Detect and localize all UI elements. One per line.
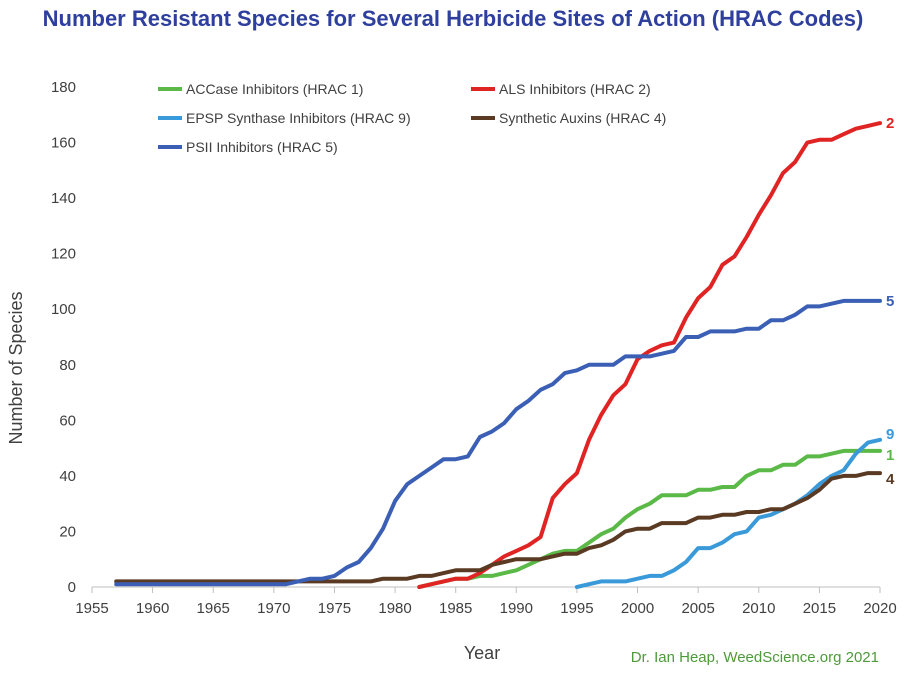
y-tick-label: 100 bbox=[51, 301, 76, 318]
x-tick-label: 2000 bbox=[621, 600, 654, 617]
x-tick-label: 1985 bbox=[439, 600, 472, 617]
y-tick-label: 60 bbox=[59, 412, 76, 429]
y-tick-label: 140 bbox=[51, 190, 76, 207]
x-tick-label: 1960 bbox=[136, 600, 169, 617]
series-end-label: 1 bbox=[886, 447, 894, 464]
legend: ACCase Inhibitors (HRAC 1) ALS Inhibitors… bbox=[158, 81, 666, 155]
x-axis-title: Year bbox=[464, 643, 500, 663]
x-tick-label: 1990 bbox=[500, 600, 533, 617]
x-tick-label: 2010 bbox=[742, 600, 775, 617]
y-tick-label: 160 bbox=[51, 135, 76, 152]
x-tick-label: 1965 bbox=[197, 600, 230, 617]
legend-entry: EPSP Synthase Inhibitors (HRAC 9) bbox=[186, 110, 411, 126]
x-tick-label: 2005 bbox=[681, 600, 714, 617]
y-tick-label: 120 bbox=[51, 246, 76, 263]
series-end-label: 2 bbox=[886, 115, 894, 132]
end-labels: 1 2 9 4 5 bbox=[886, 115, 895, 488]
chart-title: Number Resistant Species for Several Her… bbox=[42, 6, 864, 31]
series-line bbox=[114, 471, 882, 584]
credit-text: Dr. Ian Heap, WeedScience.org 2021 bbox=[631, 649, 879, 666]
x-tick-label: 2015 bbox=[803, 600, 836, 617]
x-tick-label: 1975 bbox=[318, 600, 351, 617]
y-tick-label: 180 bbox=[51, 79, 76, 96]
series-line bbox=[417, 448, 882, 589]
x-tick-label: 1955 bbox=[75, 600, 108, 617]
series-end-label: 4 bbox=[886, 471, 895, 488]
y-axis-title: Number of Species bbox=[6, 291, 26, 444]
y-tick-label: 40 bbox=[59, 468, 76, 485]
x-tick-label: 1995 bbox=[560, 600, 593, 617]
y-tick-label: 20 bbox=[59, 523, 76, 540]
axes: 1955 1960 1965 1970 1975 1980 1985 1990 1995 2000… bbox=[51, 79, 897, 617]
series-lines bbox=[114, 121, 882, 589]
legend-entry: ALS Inhibitors (HRAC 2) bbox=[499, 81, 651, 97]
y-tick-label: 0 bbox=[68, 579, 76, 596]
legend-entry: ACCase Inhibitors (HRAC 1) bbox=[186, 81, 363, 97]
x-tick-label: 1980 bbox=[378, 600, 411, 617]
x-tick-label: 2020 bbox=[863, 600, 896, 617]
series-line bbox=[114, 298, 882, 587]
legend-entry: PSII Inhibitors (HRAC 5) bbox=[186, 139, 338, 155]
legend-entry: Synthetic Auxins (HRAC 4) bbox=[499, 110, 666, 126]
series-line bbox=[574, 437, 882, 589]
x-tick-label: 1970 bbox=[257, 600, 290, 617]
series-end-label: 5 bbox=[886, 293, 894, 310]
y-tick-label: 80 bbox=[59, 357, 76, 374]
series-end-label: 9 bbox=[886, 426, 894, 443]
